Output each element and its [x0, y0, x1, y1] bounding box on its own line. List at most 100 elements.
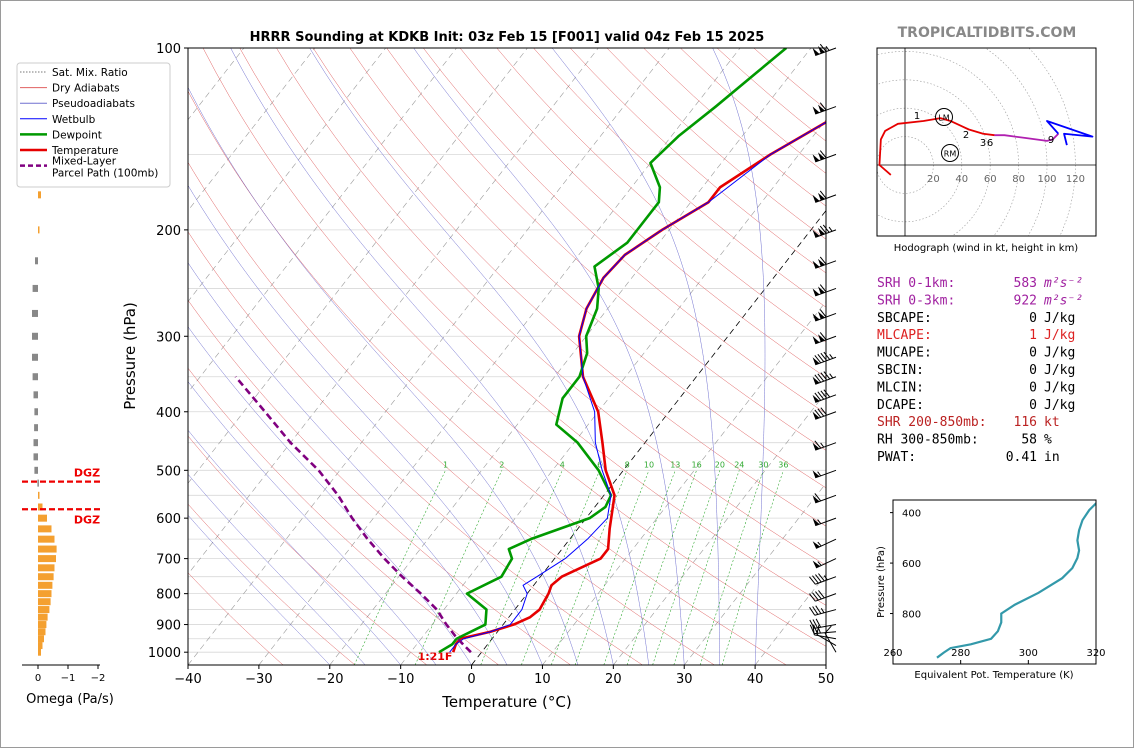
barb-staff — [815, 576, 837, 585]
legend-box — [16, 62, 171, 188]
param-unit: m²s⁻² — [1043, 276, 1083, 291]
dewpoint-line — [438, 48, 788, 654]
param-unit: m²s⁻² — [1043, 293, 1083, 308]
barb-half — [818, 628, 821, 634]
parameter-table: SRH 0-1km: 583 m²s⁻² SRH 0-3km: 922 m²s⁻² SBCA… — [877, 276, 1083, 465]
thetae-xlabel: Equivalent Pot. Temperature (K) — [914, 670, 1073, 681]
wind-barb — [812, 351, 837, 366]
moist-adiabat — [712, 48, 766, 665]
dry-adiabat — [276, 48, 826, 566]
barb-staff — [814, 624, 837, 629]
barb-full — [812, 592, 819, 601]
barb-staff — [815, 538, 837, 549]
watermark: TROPICALTIDBITS.COM — [898, 25, 1077, 41]
mixing-ratio-label: 8 — [625, 460, 630, 469]
mixing-ratio-line — [574, 470, 650, 665]
wind-barb — [809, 605, 837, 616]
dry-adiabat — [188, 435, 428, 665]
param-value: 0 — [1029, 398, 1037, 413]
y-tick-label: 200 — [156, 224, 181, 239]
barb-staff — [815, 593, 837, 602]
wind-barb — [812, 102, 837, 115]
omega-plot: DGZ DGZ 0 −1 −2 — [22, 150, 105, 684]
thetae-y-tick-label: 400 — [902, 509, 921, 520]
thetae-y-tick-label: 600 — [902, 559, 921, 570]
barb-full — [819, 284, 827, 293]
omega-bar — [38, 613, 48, 621]
param-value: 0 — [1029, 346, 1037, 361]
isotherm — [471, 209, 826, 665]
omega-bar — [32, 353, 38, 361]
mixing-ratio-label: 24 — [734, 460, 744, 469]
legend-label: Wetbulb — [52, 114, 96, 126]
barb-flag — [812, 394, 820, 403]
barb-full — [818, 590, 825, 599]
wind-barb — [812, 440, 837, 451]
barb-full — [814, 440, 822, 449]
dry-adiabat — [188, 90, 787, 665]
barb-full — [817, 391, 825, 400]
isotherm — [188, 48, 670, 665]
dgz-label: DGZ — [74, 467, 100, 480]
barb-half — [828, 226, 833, 232]
omega-bar — [35, 257, 38, 265]
wind-barb — [812, 309, 837, 322]
param-label: SBCAPE: — [877, 311, 932, 326]
barb-half — [820, 442, 825, 448]
omega-tick-label: 0 — [35, 673, 41, 684]
legend-label: Mixed-Layer Parcel Path (100mb) — [52, 156, 158, 180]
barb-flag — [812, 541, 821, 549]
barb-full — [823, 389, 831, 398]
omega-bar — [38, 491, 40, 499]
omega-bar — [38, 514, 47, 522]
barb-full — [819, 309, 827, 318]
skewt-inner: 1 2 4 6 8 10 13 16 20 24 30 36 — [188, 48, 826, 665]
skewt-xlabel: Temperature (°C) — [441, 693, 571, 711]
barb-full — [820, 407, 828, 416]
barb-full — [819, 225, 827, 234]
hodo-tick-label: 120 — [1066, 174, 1085, 185]
omega-bar — [38, 635, 44, 643]
omega-bar — [33, 391, 38, 399]
surface-temp-label: 1:21F — [418, 650, 453, 663]
barb-half — [829, 373, 834, 379]
isotherm — [258, 48, 741, 665]
barb-full — [809, 593, 816, 602]
param-label: SBCIN: — [877, 363, 924, 378]
isotherm — [329, 48, 812, 665]
thetae-inner — [936, 501, 1096, 659]
barb-full — [824, 625, 832, 634]
isotherm — [542, 300, 826, 665]
barb-full — [809, 576, 816, 585]
dry-adiabat — [239, 48, 826, 606]
barb-flag — [812, 154, 820, 162]
x-tick-label: 50 — [818, 672, 835, 687]
skewt-plot: 1 2 4 6 8 10 13 16 20 24 30 36−40 −30 −20 −10 0 10 20 30 40… — [148, 42, 835, 687]
barb-full — [817, 408, 825, 417]
hodo-tick-label: 60 — [984, 174, 997, 185]
mixing-ratio-line — [603, 470, 676, 665]
wind-barb — [809, 618, 837, 629]
mixing-ratio-label: 20 — [715, 460, 725, 469]
wind-barb — [812, 190, 837, 203]
barb-full — [814, 374, 822, 383]
omega-bar — [38, 525, 52, 533]
barb-flag — [812, 442, 820, 451]
mixing-ratio-line — [652, 470, 721, 665]
barb-full — [809, 619, 815, 629]
omega-bar — [38, 226, 40, 234]
param-unit: J/kg — [1044, 363, 1075, 378]
barb-flag — [818, 227, 825, 236]
barb-flag — [812, 288, 820, 296]
param-unit: kt — [1044, 415, 1060, 430]
moist-adiabat — [188, 429, 401, 665]
hodo-trace — [878, 117, 995, 176]
barb-flag — [812, 560, 821, 568]
barb-full — [823, 371, 831, 380]
moist-adiabat — [551, 48, 720, 665]
thetae-x-tick-label: 300 — [1019, 648, 1038, 659]
barb-full — [813, 624, 818, 634]
x-tick-label: −20 — [316, 672, 343, 687]
barb-full — [819, 102, 827, 111]
dry-adiabat — [459, 48, 826, 378]
